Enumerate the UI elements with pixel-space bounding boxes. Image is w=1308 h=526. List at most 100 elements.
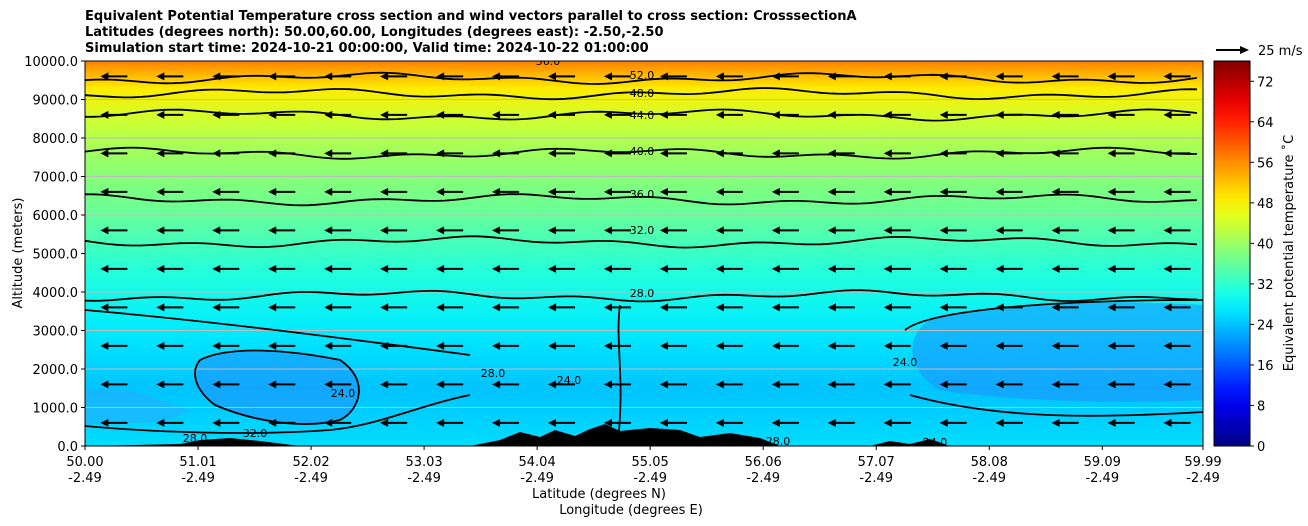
x-tick-lon-4: -2.49 [520, 471, 554, 486]
wind-arrow-head-18 [1107, 72, 1116, 81]
wind-arrow-head-173 [827, 380, 836, 389]
wind-arrow-head-99 [1163, 226, 1172, 235]
wind-arrow-head-71 [715, 187, 724, 196]
wind-arrow-head-109 [603, 264, 612, 273]
wind-arrow-head-149 [603, 341, 612, 350]
wind-arrow-head-102 [212, 264, 221, 273]
wind-arrow-head-170 [659, 380, 668, 389]
colorbar-tick-label-2: 16 [1257, 359, 1274, 374]
wind-arrow-head-108 [548, 264, 557, 273]
wind-arrow-head-32 [771, 110, 780, 119]
x-axis-ticks: 50.00-2.4951.01-2.4952.02-2.4953.03-2.49… [66, 446, 1222, 486]
contour-line-low-5 [85, 394, 471, 434]
wind-arrow-head-19 [1163, 72, 1172, 81]
x-tick-lon-1: -2.49 [181, 471, 215, 486]
wind-arrow-head-38 [1107, 110, 1116, 119]
x-tick-lat-6: 56.06 [745, 455, 782, 470]
wind-arrow-head-51 [715, 149, 724, 158]
wind-arrow-head-182 [212, 418, 221, 427]
wind-arrow-head-198 [1107, 418, 1116, 427]
x-tick-lat-7: 57.07 [858, 455, 895, 470]
wind-arrow-head-143 [268, 341, 277, 350]
wind-arrow-head-50 [659, 149, 668, 158]
contour-line-low-1 [85, 309, 471, 356]
wind-arrow-head-10 [659, 72, 668, 81]
wind-arrow-head-93 [827, 226, 836, 235]
wind-arrow-head-130 [659, 303, 668, 312]
wind-arrow-head-75 [939, 187, 948, 196]
wind-arrow-head-69 [603, 187, 612, 196]
x-axis-label-latitude: Latitude (degrees N) [532, 487, 666, 502]
wind-arrow-head-72 [771, 187, 780, 196]
wind-arrow-head-111 [715, 264, 724, 273]
x-tick-lat-1: 51.01 [179, 455, 216, 470]
wind-arrow-head-180 [100, 418, 109, 427]
chart-title-line-3: Simulation start time: 2024-10-21 00:00:… [85, 41, 649, 56]
y-tick-label-2: 2000.0 [33, 363, 79, 378]
wind-arrow-head-23 [268, 110, 277, 119]
wind-arrow-head-8 [548, 72, 557, 81]
plot-area: 56.0 52.0 48.0 44.0 40.0 36.0 32.0 28.0 24.0 28.0… [84, 55, 1204, 447]
wind-arrow-head-110 [659, 264, 668, 273]
wind-arrow-head-95 [939, 226, 948, 235]
wind-arrow-head-87 [492, 226, 501, 235]
contour-line-28 [85, 289, 1198, 303]
wind-arrow-head-117 [1051, 264, 1060, 273]
x-tick-lon-2: -2.49 [294, 471, 328, 486]
wind-arrow-head-58 [1107, 149, 1116, 158]
wind-arrow-head-151 [715, 341, 724, 350]
wind-arrow-head-152 [771, 341, 780, 350]
wind-arrow-head-70 [659, 187, 668, 196]
contour-label-0: 56.0 [536, 55, 561, 68]
wind-arrow-head-171 [715, 380, 724, 389]
wind-arrow-head-47 [492, 149, 501, 158]
contour-label-2: 48.0 [630, 87, 655, 100]
colorbar-tick-label-1: 8 [1257, 399, 1265, 414]
wind-arrow-head-120 [100, 303, 109, 312]
wind-arrow-head-11 [715, 72, 724, 81]
wind-arrow-head-157 [1051, 341, 1060, 350]
wind-arrow-head-83 [268, 226, 277, 235]
wind-arrow-head-154 [883, 341, 892, 350]
wind-arrow-head-24 [324, 110, 333, 119]
wind-arrow-head-116 [995, 264, 1004, 273]
wind-arrow-head-9 [603, 72, 612, 81]
wind-arrow-head-89 [603, 226, 612, 235]
wind-arrow-head-41 [156, 149, 165, 158]
wind-arrow-head-85 [380, 226, 389, 235]
contour-line-36 [85, 193, 1198, 207]
wind-arrow-head-103 [268, 264, 277, 273]
x-tick-lat-3: 53.03 [405, 455, 442, 470]
colorbar-tick-label-4: 32 [1257, 278, 1274, 293]
wind-arrow-head-36 [995, 110, 1004, 119]
wind-arrow-head-86 [436, 226, 445, 235]
x-tick-lat-9: 59.09 [1084, 455, 1121, 470]
wind-arrow-head-59 [1163, 149, 1172, 158]
wind-arrow-head-13 [827, 72, 836, 81]
wind-arrow-head-12 [771, 72, 780, 81]
wind-arrow-head-188 [548, 418, 557, 427]
wind-arrow-head-193 [827, 418, 836, 427]
wind-arrow-head-187 [492, 418, 501, 427]
x-tick-lat-5: 55.05 [632, 455, 669, 470]
wind-arrow-head-159 [1163, 341, 1172, 350]
y-tick-label-10: 10000.0 [24, 55, 78, 70]
wind-arrow-head-44 [324, 149, 333, 158]
wind-arrow-head-164 [324, 380, 333, 389]
wind-arrow-head-121 [156, 303, 165, 312]
wind-arrow-head-84 [324, 226, 333, 235]
y-tick-label-5: 5000.0 [33, 248, 79, 263]
wind-arrow-head-3 [268, 72, 277, 81]
wind-arrow-head-185 [380, 418, 389, 427]
wind-arrow-head-92 [771, 226, 780, 235]
colorbar-tick-label-6: 48 [1257, 197, 1274, 212]
contour-label-12: 24.0 [893, 356, 918, 369]
wind-arrow-head-145 [380, 341, 389, 350]
wind-arrow-head-31 [715, 110, 724, 119]
wind-arrow-head-52 [771, 149, 780, 158]
wind-arrow-head-28 [548, 110, 557, 119]
wind-arrow-head-126 [436, 303, 445, 312]
x-tick-lat-2: 52.02 [292, 455, 329, 470]
low-theta-pocket-east [912, 302, 1203, 402]
colorbar-tick-label-5: 40 [1257, 237, 1274, 252]
